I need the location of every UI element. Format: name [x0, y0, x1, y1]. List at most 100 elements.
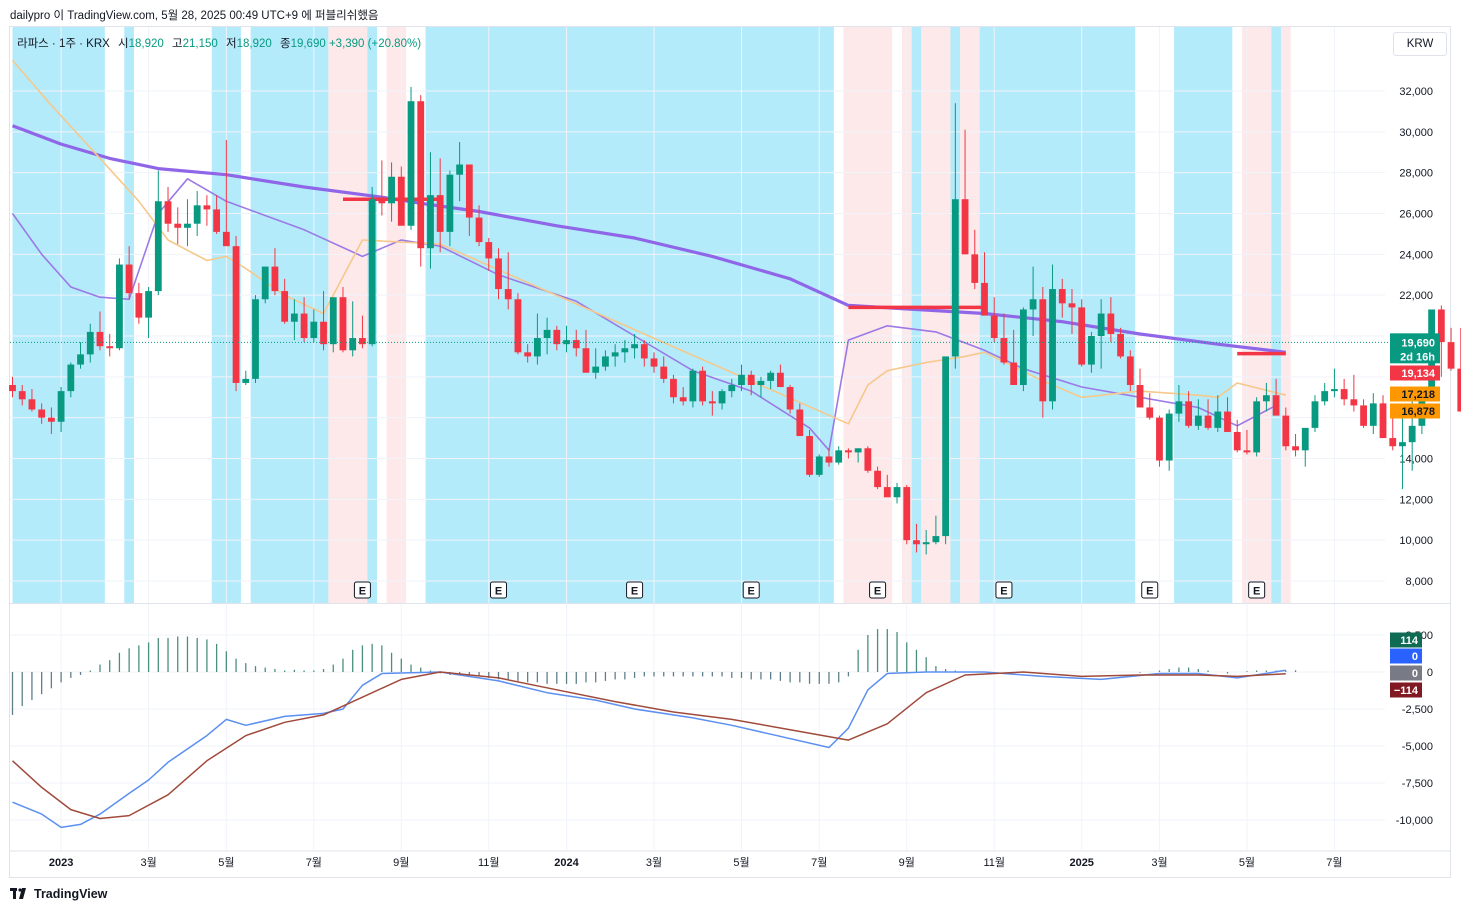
price-value-tag-label: 17,218 [1401, 389, 1435, 401]
candle-body [116, 264, 123, 349]
background-zone-blue [425, 27, 834, 603]
earnings-marker: E [490, 581, 507, 599]
candle-body [1136, 385, 1144, 408]
candle-body [815, 456, 823, 475]
symbol-legend: 라파스 · 1주 · KRX 시18,920 고21,150 저18,920 종… [17, 35, 421, 51]
legend-high-label: 고 [172, 38, 183, 50]
macd-tick-label: -2,500 [1402, 704, 1433, 716]
candle-body [261, 266, 269, 300]
candle-body [1389, 438, 1397, 447]
candle-body [1272, 395, 1280, 416]
candle-body [213, 209, 221, 232]
candle-body [524, 352, 532, 357]
candle-body [368, 199, 376, 345]
candle-body [572, 340, 580, 349]
candle-body [1049, 289, 1056, 402]
legend-low-label: 저 [225, 38, 237, 50]
earnings-marker-box [1248, 581, 1266, 599]
candle-body [854, 448, 862, 453]
macd-tick-label: -5,000 [1402, 741, 1433, 753]
candle-body [1058, 289, 1066, 304]
candle-body [1331, 389, 1338, 392]
earnings-marker-box [995, 581, 1013, 599]
candle-body [874, 470, 881, 488]
candle-body [514, 299, 522, 353]
legend-low-value: 18,920 [236, 38, 272, 50]
earnings-marker: E [1248, 581, 1266, 599]
time-axis-label: 7월 [306, 856, 322, 869]
candle-body [1175, 401, 1183, 414]
candle-body [990, 315, 998, 339]
chart-frame [9, 26, 1451, 878]
macd-tick-label: 0 [1427, 667, 1433, 679]
candle-body [1233, 431, 1241, 451]
candle-body [222, 231, 230, 247]
macd-value-tag [1390, 665, 1422, 681]
candle-body [1379, 403, 1387, 439]
earnings-marker-label: E [1000, 586, 1007, 598]
time-axis-label: 7월 [1326, 856, 1342, 869]
price-tick-label: 12,000 [1399, 494, 1433, 506]
candle-body [1437, 309, 1445, 343]
macd-value-tag-label: −114 [1394, 685, 1419, 697]
candle-body [135, 293, 143, 318]
macd-tick-label: -10,000 [1396, 815, 1433, 827]
candle-body [786, 387, 794, 410]
candle-body [349, 338, 357, 351]
candle-body [320, 321, 327, 345]
candle-body [553, 329, 561, 345]
candle-body [864, 448, 872, 471]
earnings-marker-box [353, 581, 371, 599]
candle-body [57, 391, 65, 422]
macd-signal-line [11, 671, 1286, 820]
earnings-marker: E [869, 581, 887, 599]
earnings-marker: E [742, 581, 760, 599]
short-ma-line [11, 59, 1286, 425]
earnings-marker: E [995, 581, 1013, 599]
background-zone-pink [960, 27, 980, 603]
candle-body [145, 291, 152, 318]
publisher-line: dailypro 이 TradingView.com, 5월 28, 2025 … [10, 10, 379, 22]
candle-body [728, 385, 736, 392]
candle-body [242, 378, 250, 383]
candle-body [1010, 362, 1018, 385]
candle-body [1399, 442, 1406, 447]
candle-body [329, 297, 337, 345]
earnings-marker-box [490, 581, 507, 599]
currency-button[interactable]: KRW [1393, 32, 1447, 56]
price-value-tag-label: 16,878 [1401, 406, 1435, 418]
candle-body [1224, 411, 1231, 432]
price-tick-label: 8,000 [1405, 576, 1433, 588]
price-tick-label: 28,000 [1399, 168, 1433, 180]
earnings-marker-label: E [359, 586, 366, 598]
last-price-tag-label: 19,690 [1401, 337, 1435, 349]
candle-body [971, 254, 979, 283]
legend-close-value: 19,690 [290, 38, 326, 50]
background-zone-blue [12, 27, 105, 603]
brand-name: TradingView [34, 887, 108, 901]
candle-body [679, 397, 687, 402]
candle-body [164, 201, 172, 224]
macd-value-tag-label: 114 [1400, 635, 1419, 647]
candle-body [689, 370, 697, 402]
tradingview-brand[interactable]: TradingView [10, 887, 107, 901]
candle-body [9, 385, 16, 392]
candle-body [1000, 338, 1008, 363]
macd-value-tag-label: 0 [1412, 668, 1418, 680]
background-zone-pink [386, 27, 407, 603]
candle-body [640, 344, 648, 359]
legend-symbol[interactable]: 라파스 · 1주 · KRX [17, 38, 110, 50]
earnings-marker-label: E [874, 586, 881, 598]
candle-body [456, 164, 464, 175]
macd-value-tag [1390, 682, 1422, 698]
candle-body [67, 364, 75, 392]
candle-body [767, 372, 775, 381]
candle-body [893, 487, 901, 498]
candle-body [1292, 446, 1299, 451]
candle-body [796, 409, 804, 437]
tradingview-logo-icon [10, 888, 26, 899]
candle-body [1156, 417, 1163, 461]
candle-body [125, 264, 133, 294]
candle-body [300, 313, 308, 339]
